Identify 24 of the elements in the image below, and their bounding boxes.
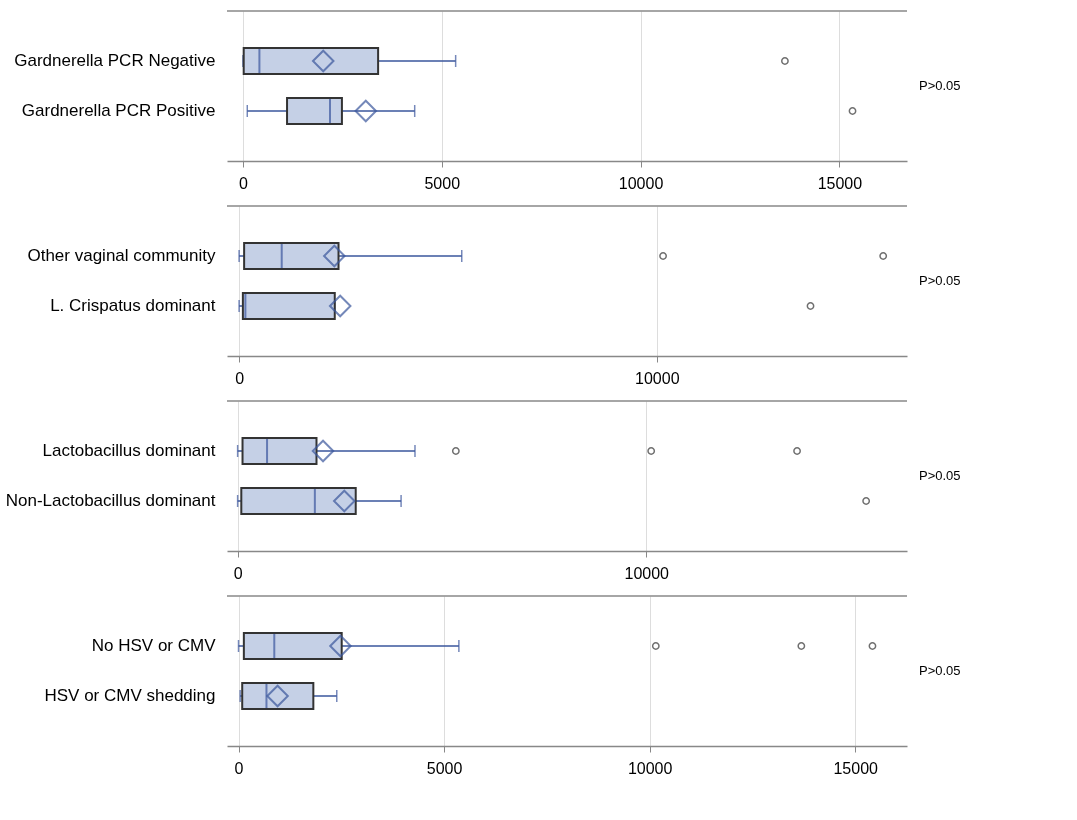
x-tick-label: 10000 [627, 759, 673, 777]
x-tick-label: 5000 [424, 174, 461, 192]
y-tick-label: L. Crispatus dominant [50, 296, 216, 315]
x-tick-label: 10000 [635, 369, 680, 387]
x-tick-label: 5000 [426, 759, 463, 777]
y-tick-label: Lactobacillus dominant [42, 441, 216, 460]
text: P>0.05 [919, 663, 961, 678]
x-tick-label: 10000 [624, 564, 670, 582]
y-tick-label: No HSV or CMV [91, 636, 217, 655]
y-tick-label: HSV or CMV shedding [44, 686, 216, 705]
text: P>0.05 [919, 78, 961, 93]
x-tick-label: 0 [238, 174, 248, 192]
x-tick-label: 15000 [817, 174, 863, 192]
text: P>0.05 [919, 468, 961, 483]
x-tick-label: 10000 [618, 174, 664, 192]
y-tick-label: Other vaginal community [27, 246, 216, 265]
x-tick-label: 0 [234, 759, 244, 777]
y-tick-label: Gardnerella PCR Positive [21, 101, 216, 120]
text: P>0.05 [919, 273, 961, 288]
x-tick-label: 15000 [833, 759, 879, 777]
x-tick-label: 0 [235, 369, 245, 387]
y-tick-label: Gardnerella PCR Negative [14, 51, 216, 70]
x-tick-label: 0 [233, 564, 243, 582]
y-tick-label: Non-Lactobacillus dominant [5, 491, 216, 510]
